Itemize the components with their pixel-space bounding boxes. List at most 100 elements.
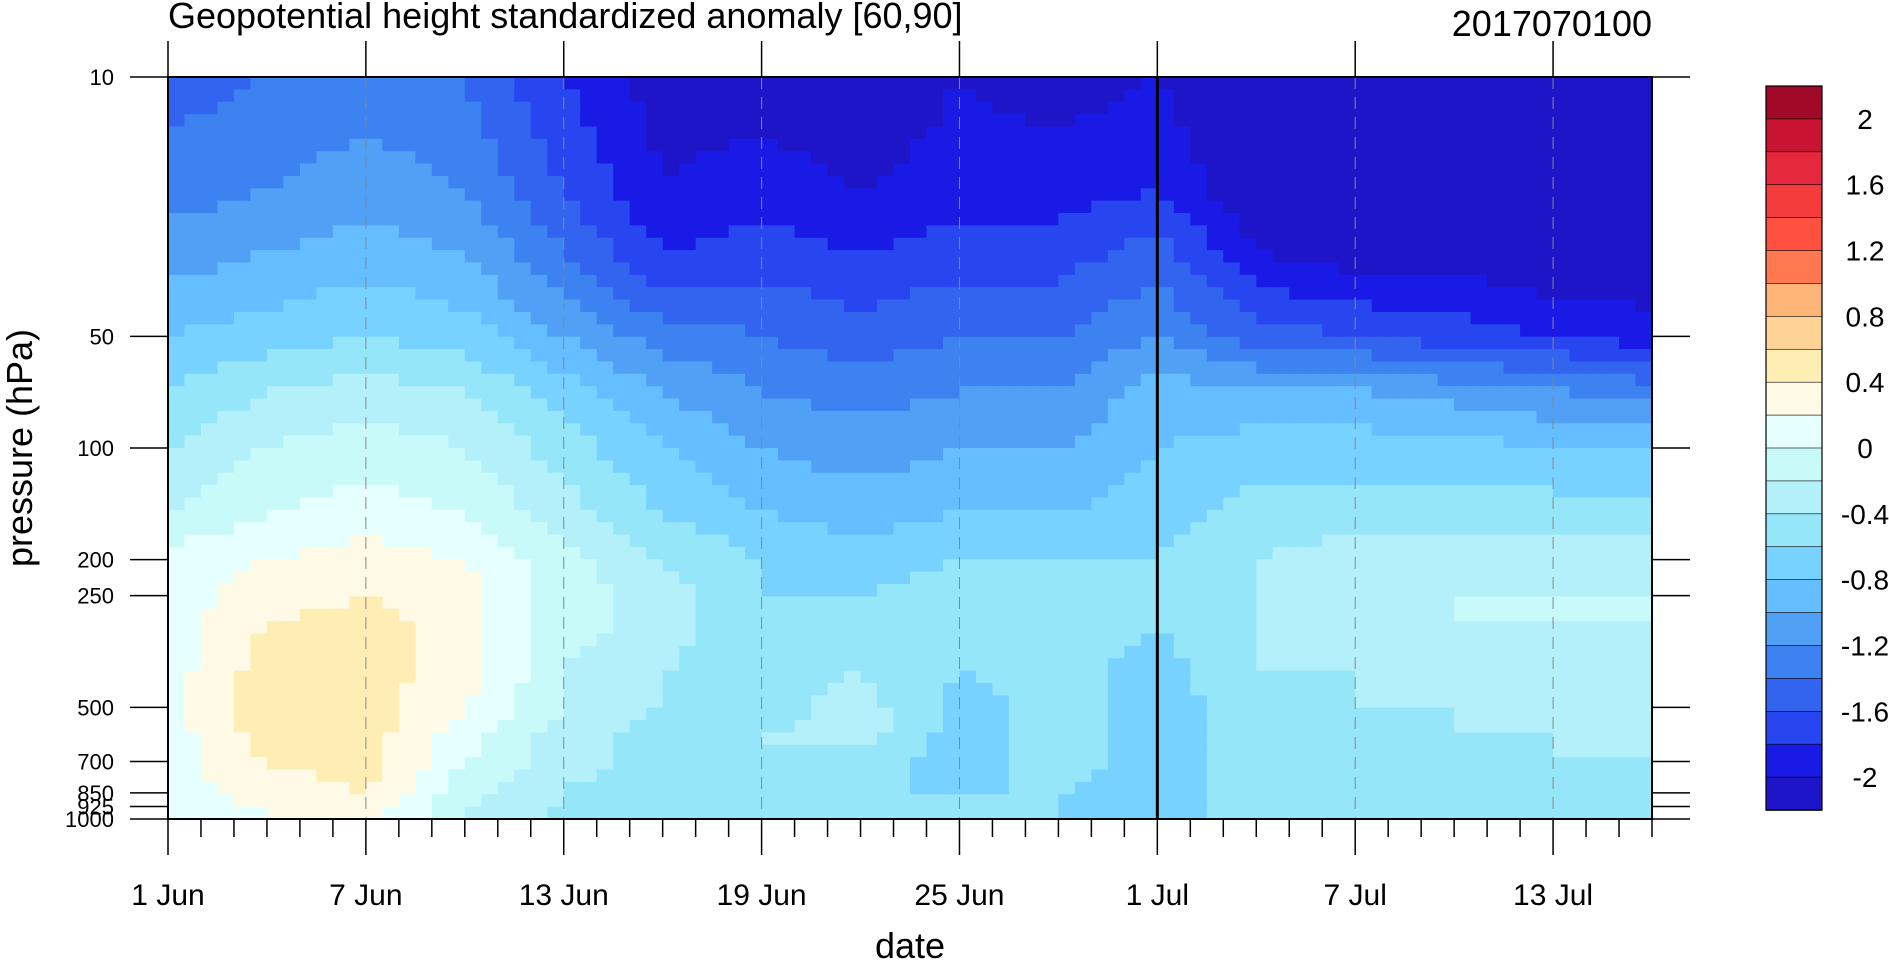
heat-cell bbox=[1008, 546, 1027, 560]
heat-cell bbox=[1190, 324, 1208, 338]
heat-cell bbox=[761, 287, 779, 301]
heat-cell bbox=[1289, 274, 1307, 288]
heat-cell bbox=[1173, 658, 1191, 672]
heat-cell bbox=[844, 682, 862, 696]
heat-cell bbox=[233, 151, 252, 165]
heat-cell bbox=[860, 472, 878, 486]
heat-cell bbox=[778, 707, 796, 721]
heat-cell bbox=[184, 509, 202, 523]
heat-cell bbox=[926, 262, 944, 276]
heat-cell bbox=[1487, 423, 1505, 437]
heat-cell bbox=[1157, 682, 1175, 696]
heat-cell bbox=[184, 596, 202, 610]
heat-cell bbox=[1487, 373, 1505, 387]
heat-cell bbox=[893, 472, 911, 486]
heat-cell bbox=[629, 386, 647, 400]
heat-cell bbox=[266, 373, 285, 387]
heat-cell bbox=[1206, 485, 1224, 499]
heat-cell bbox=[266, 707, 285, 721]
heat-cell bbox=[250, 435, 268, 449]
heat-cell bbox=[464, 299, 482, 313]
heat-cell bbox=[332, 77, 350, 90]
heat-cell bbox=[844, 794, 862, 808]
heat-cell bbox=[1025, 522, 1043, 536]
heat-cell bbox=[448, 188, 466, 202]
heat-cell bbox=[530, 77, 548, 90]
heat-cell bbox=[613, 794, 631, 808]
heat-cell bbox=[1206, 546, 1224, 560]
heat-cell bbox=[860, 386, 878, 400]
heat-cell bbox=[1074, 448, 1092, 461]
heat-cell bbox=[959, 336, 977, 350]
heat-cell bbox=[811, 311, 829, 325]
heat-cell bbox=[1404, 398, 1422, 412]
heat-cell bbox=[217, 559, 235, 573]
heat-cell bbox=[448, 621, 466, 635]
heat-cell bbox=[1487, 77, 1505, 90]
heat-cell bbox=[1536, 89, 1554, 103]
heat-cell bbox=[168, 744, 186, 758]
heat-cell bbox=[1338, 670, 1356, 684]
heat-cell bbox=[662, 435, 680, 449]
heat-cell bbox=[464, 200, 482, 214]
heat-cell bbox=[1041, 262, 1059, 276]
heat-cell bbox=[1404, 769, 1422, 783]
heat-cell bbox=[893, 324, 911, 338]
heat-cell bbox=[1487, 608, 1505, 622]
heat-cell bbox=[1190, 485, 1208, 499]
heat-cell bbox=[662, 670, 680, 684]
heat-cell bbox=[844, 200, 862, 214]
heat-cell bbox=[1025, 645, 1043, 659]
heat-cell bbox=[827, 188, 845, 202]
heat-cell bbox=[1454, 188, 1472, 202]
heat-cell bbox=[184, 781, 202, 795]
heat-cell bbox=[679, 720, 697, 734]
heat-cell bbox=[811, 757, 829, 771]
heat-cell bbox=[514, 336, 532, 350]
heat-cell bbox=[1173, 274, 1191, 288]
heat-cell bbox=[1190, 398, 1208, 412]
heat-cell bbox=[547, 262, 565, 276]
heat-cell bbox=[497, 435, 515, 449]
heat-cell bbox=[629, 373, 647, 387]
heat-cell bbox=[1305, 472, 1323, 486]
heat-cell bbox=[712, 522, 730, 536]
heat-cell bbox=[316, 262, 334, 276]
heat-cell bbox=[794, 522, 812, 536]
heat-cell bbox=[1239, 621, 1257, 635]
heat-cell bbox=[910, 472, 928, 486]
heat-cell bbox=[1404, 522, 1422, 536]
heat-cell bbox=[1355, 682, 1373, 696]
heat-cell bbox=[1305, 114, 1323, 128]
heat-cell bbox=[712, 361, 730, 375]
heat-cell bbox=[877, 670, 895, 684]
heat-cell bbox=[481, 621, 499, 635]
heat-cell bbox=[860, 299, 878, 313]
heat-cell bbox=[184, 361, 202, 375]
heat-cell bbox=[1173, 435, 1191, 449]
heat-cell bbox=[893, 151, 911, 165]
heat-cell bbox=[398, 151, 416, 165]
heat-cell bbox=[1041, 757, 1059, 771]
heat-cell bbox=[778, 695, 796, 709]
heat-cell bbox=[464, 138, 482, 152]
heat-cell bbox=[1338, 485, 1356, 499]
heat-cell bbox=[728, 806, 746, 819]
heat-cell bbox=[1173, 77, 1191, 90]
heat-cell bbox=[1157, 794, 1175, 808]
heat-cell bbox=[1437, 781, 1455, 795]
heat-cell bbox=[992, 448, 1010, 461]
heat-cell bbox=[332, 559, 350, 573]
heat-cell bbox=[1091, 658, 1109, 672]
heat-cell bbox=[1008, 695, 1027, 709]
heat-cell bbox=[1470, 250, 1488, 264]
heat-cell bbox=[1388, 781, 1406, 795]
heat-cell bbox=[1256, 435, 1274, 449]
heat-cell bbox=[1173, 707, 1191, 721]
heat-cell bbox=[349, 633, 367, 647]
heat-cell bbox=[332, 101, 350, 115]
heat-cell bbox=[860, 101, 878, 115]
heat-cell bbox=[580, 349, 598, 363]
heat-cell bbox=[926, 200, 944, 214]
heat-cell bbox=[695, 522, 713, 536]
